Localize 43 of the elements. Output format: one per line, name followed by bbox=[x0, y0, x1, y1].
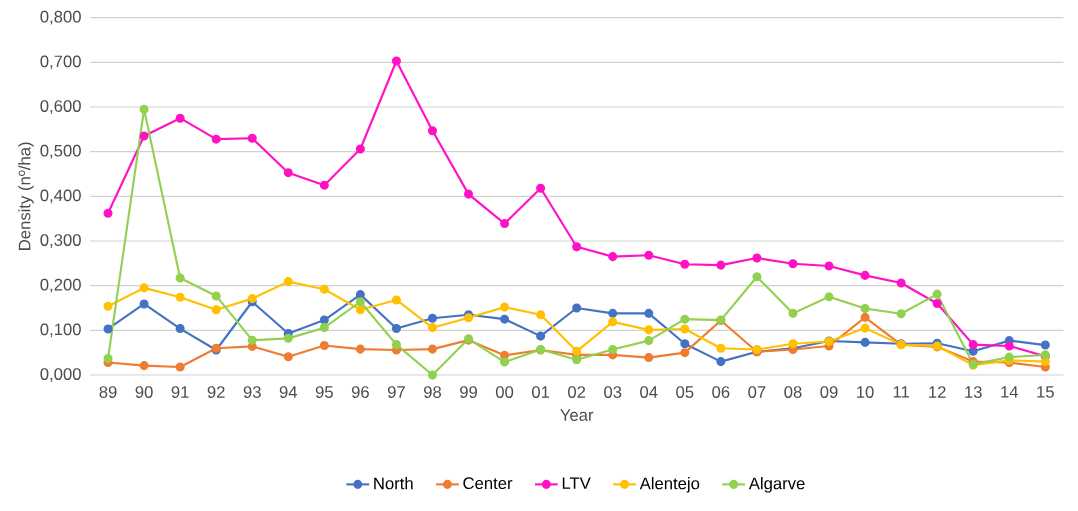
y-tick-label: 0,700 bbox=[40, 55, 81, 70]
x-tick-label: 89 bbox=[99, 386, 117, 398]
x-tick-label: 11 bbox=[893, 386, 909, 398]
x-tick-label: 06 bbox=[712, 386, 730, 398]
x-tick-label: 04 bbox=[640, 386, 658, 398]
legend-label: Algarve bbox=[748, 477, 805, 493]
legend-label: Alentejo bbox=[639, 477, 700, 493]
x-tick-label: 95 bbox=[315, 386, 333, 398]
y-tick-label: 0,500 bbox=[40, 144, 81, 159]
x-tick-label: 94 bbox=[279, 386, 298, 398]
x-tick-label: 97 bbox=[387, 386, 405, 398]
x-tick-label: 07 bbox=[748, 386, 766, 398]
x-tick-label: 02 bbox=[568, 386, 586, 398]
x-tick-label: 01 bbox=[532, 386, 550, 398]
x-tick-label: 99 bbox=[460, 386, 478, 398]
x-tick-label: 05 bbox=[676, 386, 694, 398]
y-tick-label: 0,300 bbox=[40, 234, 81, 248]
x-tick-label: 00 bbox=[495, 386, 514, 398]
y-tick-label: 0,100 bbox=[40, 323, 81, 338]
x-tick-label: 96 bbox=[351, 386, 369, 398]
x-tick-label: 93 bbox=[243, 386, 261, 398]
y-tick-label: 0,000 bbox=[40, 368, 81, 382]
x-tick-label: 09 bbox=[820, 386, 838, 398]
x-tick-label: 12 bbox=[929, 386, 946, 398]
x-tick-label: 10 bbox=[857, 386, 874, 398]
x-tick-label: 98 bbox=[423, 386, 442, 398]
x-tick-label: 08 bbox=[784, 386, 802, 398]
y-tick-label: 0,600 bbox=[40, 100, 81, 114]
y-tick-label: 0,200 bbox=[40, 278, 81, 293]
y-tick-label: 0,800 bbox=[40, 10, 81, 25]
y-axis-title: Density (nº/ha) bbox=[18, 142, 34, 250]
x-tick-label: 03 bbox=[604, 386, 622, 398]
x-tick-label: 91 bbox=[171, 386, 189, 398]
x-tick-label: 90 bbox=[135, 386, 153, 398]
legend-label: LTV bbox=[562, 477, 591, 489]
x-tick-label: 13 bbox=[965, 386, 982, 398]
legend-label: Center bbox=[463, 477, 513, 490]
x-tick-label: 14 bbox=[1001, 386, 1019, 398]
y-tick-label: 0,400 bbox=[40, 189, 81, 204]
x-tick-label: 92 bbox=[207, 386, 225, 398]
legend-label: North bbox=[374, 477, 413, 490]
x-tick-label: 15 bbox=[1037, 386, 1054, 398]
x-axis-title: Year bbox=[560, 409, 594, 421]
